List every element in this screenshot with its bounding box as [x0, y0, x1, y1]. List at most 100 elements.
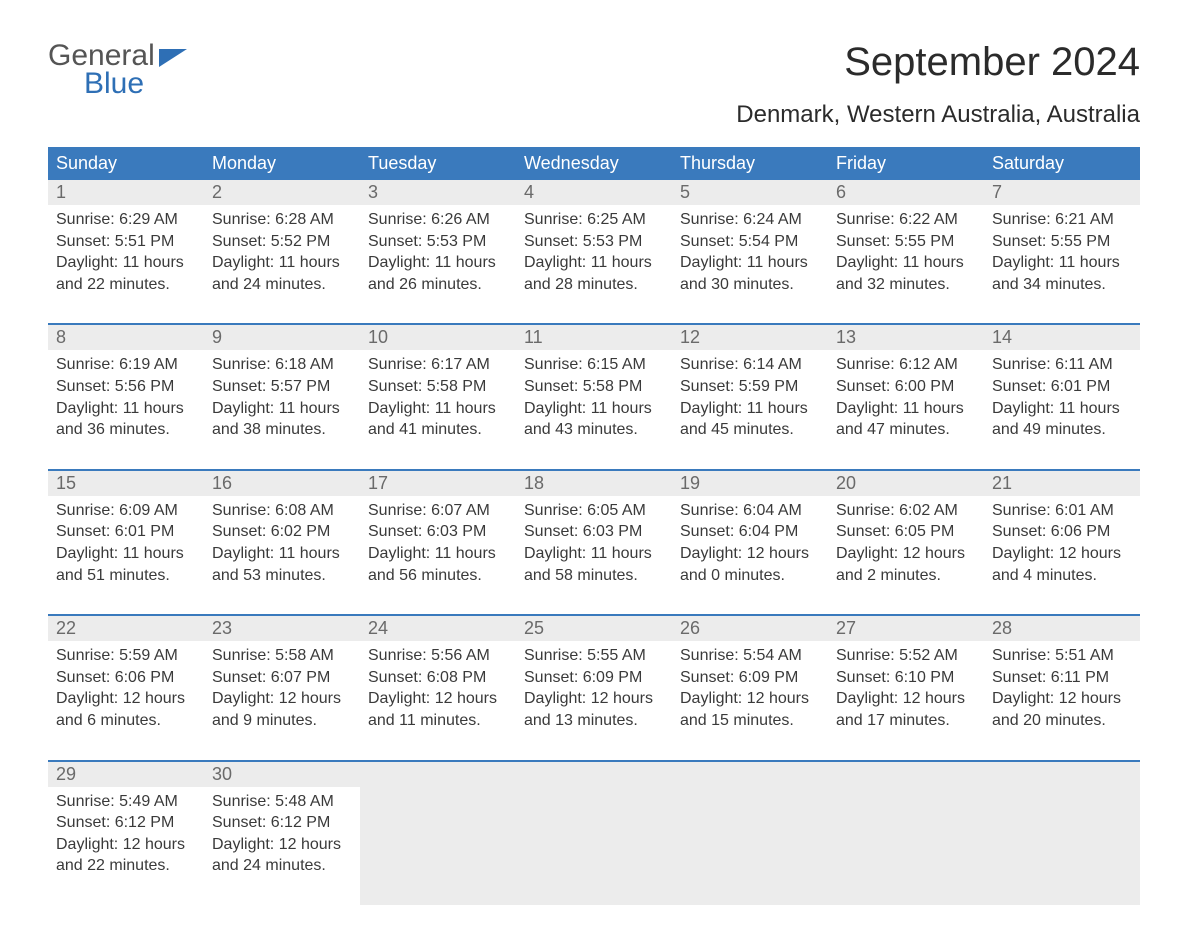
sunrise-line: Sunrise: 5:56 AM — [368, 645, 508, 667]
daylight-line-1: Daylight: 11 hours — [212, 252, 352, 274]
daylight-line-1: Daylight: 11 hours — [368, 252, 508, 274]
daylight-line-2: and 41 minutes. — [368, 419, 508, 441]
daylight-line-2: and 2 minutes. — [836, 565, 976, 587]
flag-icon — [159, 49, 187, 67]
day-number: 20 — [828, 471, 984, 496]
empty-daynum — [984, 762, 1140, 787]
logo-word-blue: Blue — [48, 68, 144, 100]
day-cell: Sunrise: 6:17 AMSunset: 5:58 PMDaylight:… — [360, 350, 516, 469]
day-number: 26 — [672, 616, 828, 641]
day-cell: Sunrise: 5:54 AMSunset: 6:09 PMDaylight:… — [672, 641, 828, 760]
daylight-line-1: Daylight: 12 hours — [524, 688, 664, 710]
sunrise-line: Sunrise: 5:54 AM — [680, 645, 820, 667]
sunset-line: Sunset: 5:57 PM — [212, 376, 352, 398]
day-cell: Sunrise: 6:09 AMSunset: 6:01 PMDaylight:… — [48, 496, 204, 615]
sunrise-line: Sunrise: 6:19 AM — [56, 354, 196, 376]
day-number: 16 — [204, 471, 360, 496]
daylight-line-2: and 26 minutes. — [368, 274, 508, 296]
day-cell: Sunrise: 6:24 AMSunset: 5:54 PMDaylight:… — [672, 205, 828, 324]
empty-cell — [360, 787, 516, 905]
sunset-line: Sunset: 5:56 PM — [56, 376, 196, 398]
empty-daynum — [516, 762, 672, 787]
day-number: 1 — [48, 180, 204, 205]
day-header-row: Sunday Monday Tuesday Wednesday Thursday… — [48, 147, 1140, 180]
empty-cell — [672, 787, 828, 905]
daylight-line-2: and 15 minutes. — [680, 710, 820, 732]
daylight-line-2: and 49 minutes. — [992, 419, 1132, 441]
daynum-row: 22232425262728 — [48, 616, 1140, 641]
sunset-line: Sunset: 6:04 PM — [680, 521, 820, 543]
sunrise-line: Sunrise: 5:48 AM — [212, 791, 352, 813]
sunrise-line: Sunrise: 6:08 AM — [212, 500, 352, 522]
sunset-line: Sunset: 6:09 PM — [680, 667, 820, 689]
daylight-line-2: and 0 minutes. — [680, 565, 820, 587]
location: Denmark, Western Australia, Australia — [736, 101, 1140, 129]
sunrise-line: Sunrise: 6:02 AM — [836, 500, 976, 522]
day-number: 3 — [360, 180, 516, 205]
daylight-line-2: and 56 minutes. — [368, 565, 508, 587]
data-row: Sunrise: 6:09 AMSunset: 6:01 PMDaylight:… — [48, 496, 1140, 615]
empty-daynum — [360, 762, 516, 787]
daylight-line-2: and 36 minutes. — [56, 419, 196, 441]
calendar-table: Sunday Monday Tuesday Wednesday Thursday… — [48, 147, 1140, 905]
sunset-line: Sunset: 6:02 PM — [212, 521, 352, 543]
day-number: 22 — [48, 616, 204, 641]
daylight-line-2: and 20 minutes. — [992, 710, 1132, 732]
daylight-line-1: Daylight: 11 hours — [368, 398, 508, 420]
daylight-line-2: and 6 minutes. — [56, 710, 196, 732]
dayheader-sun: Sunday — [48, 147, 204, 180]
day-cell: Sunrise: 6:04 AMSunset: 6:04 PMDaylight:… — [672, 496, 828, 615]
empty-daynum — [672, 762, 828, 787]
sunset-line: Sunset: 6:08 PM — [368, 667, 508, 689]
daynum-row: 15161718192021 — [48, 471, 1140, 496]
daylight-line-2: and 24 minutes. — [212, 855, 352, 877]
daylight-line-1: Daylight: 12 hours — [836, 688, 976, 710]
day-cell: Sunrise: 6:07 AMSunset: 6:03 PMDaylight:… — [360, 496, 516, 615]
daylight-line-2: and 13 minutes. — [524, 710, 664, 732]
day-number: 10 — [360, 325, 516, 350]
sunrise-line: Sunrise: 6:26 AM — [368, 209, 508, 231]
daylight-line-2: and 45 minutes. — [680, 419, 820, 441]
dayheader-mon: Monday — [204, 147, 360, 180]
daylight-line-2: and 28 minutes. — [524, 274, 664, 296]
day-number: 29 — [48, 762, 204, 787]
daylight-line-1: Daylight: 12 hours — [212, 688, 352, 710]
sunset-line: Sunset: 6:01 PM — [992, 376, 1132, 398]
day-cell: Sunrise: 5:48 AMSunset: 6:12 PMDaylight:… — [204, 787, 360, 905]
sunset-line: Sunset: 5:58 PM — [368, 376, 508, 398]
day-number: 14 — [984, 325, 1140, 350]
sunrise-line: Sunrise: 6:17 AM — [368, 354, 508, 376]
daylight-line-1: Daylight: 12 hours — [56, 834, 196, 856]
sunrise-line: Sunrise: 6:14 AM — [680, 354, 820, 376]
day-cell: Sunrise: 6:15 AMSunset: 5:58 PMDaylight:… — [516, 350, 672, 469]
sunset-line: Sunset: 6:00 PM — [836, 376, 976, 398]
day-number: 8 — [48, 325, 204, 350]
day-cell: Sunrise: 6:19 AMSunset: 5:56 PMDaylight:… — [48, 350, 204, 469]
daylight-line-1: Daylight: 11 hours — [836, 252, 976, 274]
daylight-line-2: and 22 minutes. — [56, 274, 196, 296]
daylight-line-1: Daylight: 11 hours — [56, 398, 196, 420]
sunrise-line: Sunrise: 5:55 AM — [524, 645, 664, 667]
sunset-line: Sunset: 6:03 PM — [524, 521, 664, 543]
day-number: 18 — [516, 471, 672, 496]
day-number: 7 — [984, 180, 1140, 205]
day-number: 27 — [828, 616, 984, 641]
logo: General Blue — [48, 40, 187, 99]
day-cell: Sunrise: 5:52 AMSunset: 6:10 PMDaylight:… — [828, 641, 984, 760]
sunset-line: Sunset: 6:10 PM — [836, 667, 976, 689]
day-number: 24 — [360, 616, 516, 641]
daylight-line-1: Daylight: 11 hours — [524, 252, 664, 274]
sunrise-line: Sunrise: 6:01 AM — [992, 500, 1132, 522]
day-cell: Sunrise: 5:56 AMSunset: 6:08 PMDaylight:… — [360, 641, 516, 760]
daylight-line-1: Daylight: 12 hours — [992, 688, 1132, 710]
day-cell: Sunrise: 6:05 AMSunset: 6:03 PMDaylight:… — [516, 496, 672, 615]
sunrise-line: Sunrise: 6:04 AM — [680, 500, 820, 522]
dayheader-fri: Friday — [828, 147, 984, 180]
day-cell: Sunrise: 5:59 AMSunset: 6:06 PMDaylight:… — [48, 641, 204, 760]
sunset-line: Sunset: 6:03 PM — [368, 521, 508, 543]
day-cell: Sunrise: 6:11 AMSunset: 6:01 PMDaylight:… — [984, 350, 1140, 469]
day-cell: Sunrise: 6:25 AMSunset: 5:53 PMDaylight:… — [516, 205, 672, 324]
empty-cell — [984, 787, 1140, 905]
sunrise-line: Sunrise: 6:15 AM — [524, 354, 664, 376]
sunrise-line: Sunrise: 6:05 AM — [524, 500, 664, 522]
